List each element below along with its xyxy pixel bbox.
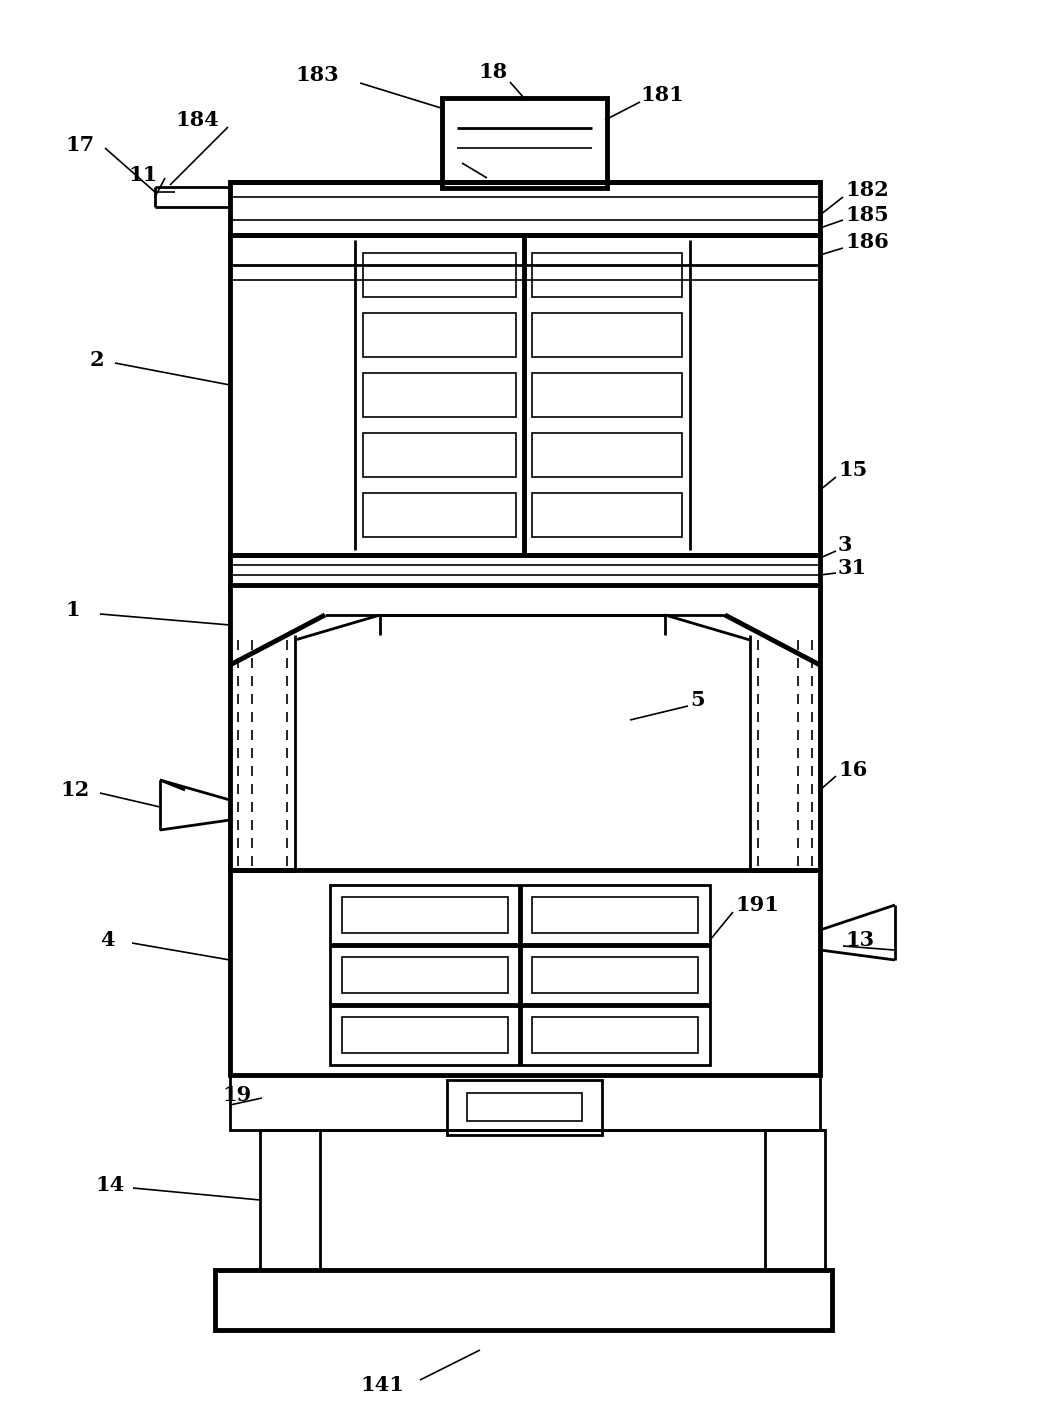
Text: 18: 18: [478, 62, 507, 81]
Bar: [532, 1017, 698, 1052]
Bar: [447, 1080, 602, 1135]
Bar: [532, 433, 682, 478]
Bar: [342, 957, 508, 993]
Text: 13: 13: [845, 930, 874, 950]
Text: 12: 12: [60, 780, 89, 799]
Text: 184: 184: [175, 110, 219, 131]
Text: 182: 182: [845, 180, 889, 200]
Bar: [532, 957, 698, 993]
Bar: [532, 372, 682, 417]
Text: 185: 185: [845, 205, 889, 225]
Text: 15: 15: [838, 459, 867, 481]
Bar: [230, 1075, 820, 1130]
Bar: [532, 313, 682, 357]
Bar: [230, 870, 820, 1075]
Text: 3: 3: [838, 535, 852, 555]
Text: 17: 17: [65, 135, 94, 155]
Bar: [363, 253, 516, 296]
Bar: [532, 896, 698, 933]
Text: 1: 1: [65, 600, 80, 620]
Bar: [330, 885, 710, 1065]
Text: 141: 141: [360, 1375, 404, 1395]
Bar: [363, 313, 516, 357]
Bar: [230, 555, 820, 584]
Text: 31: 31: [838, 558, 867, 577]
Text: 183: 183: [295, 65, 338, 84]
Bar: [765, 1130, 825, 1270]
Text: 186: 186: [845, 232, 889, 251]
Text: 19: 19: [222, 1085, 251, 1104]
Text: 16: 16: [838, 760, 867, 780]
Bar: [342, 896, 508, 933]
Text: 4: 4: [101, 930, 114, 950]
Bar: [230, 235, 820, 555]
Text: 2: 2: [90, 350, 105, 370]
Bar: [230, 183, 820, 235]
Bar: [342, 1017, 508, 1052]
Bar: [363, 433, 516, 478]
Bar: [532, 493, 682, 537]
Bar: [467, 1093, 582, 1121]
Bar: [532, 253, 682, 296]
Bar: [442, 98, 607, 188]
Bar: [260, 1130, 320, 1270]
Bar: [363, 372, 516, 417]
Text: 14: 14: [95, 1175, 125, 1196]
Text: 191: 191: [735, 895, 779, 915]
Text: 11: 11: [128, 164, 157, 185]
Bar: [215, 1270, 832, 1331]
Text: 5: 5: [690, 690, 705, 710]
Bar: [363, 493, 516, 537]
Text: 181: 181: [640, 84, 684, 105]
